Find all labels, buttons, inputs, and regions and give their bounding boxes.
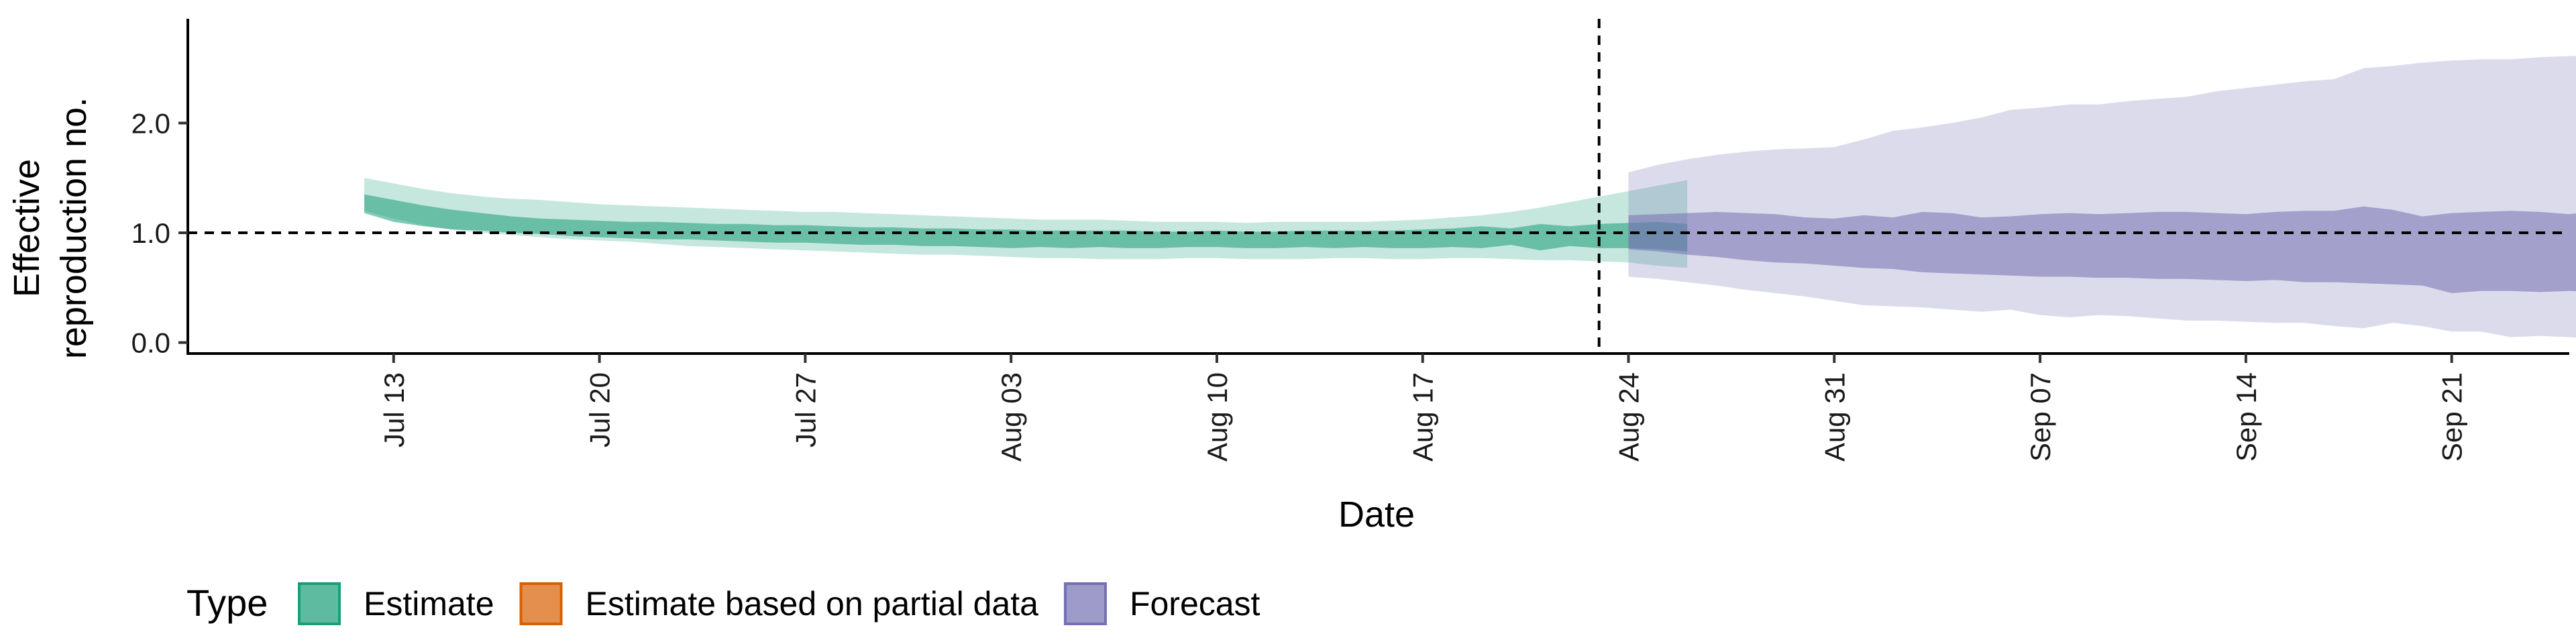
x-tick-label: Sep 21 [2436, 372, 2468, 462]
x-tick-label: Aug 17 [1407, 372, 1439, 462]
y-tick-label: 2.0 [131, 107, 170, 139]
forecast-inner-band [1628, 206, 2576, 293]
y-axis-title-line-1: Effective [7, 159, 47, 297]
legend-label-estimate: Estimate [364, 585, 494, 623]
legend-swatch-estimate [298, 582, 341, 625]
legend-swatch-estimate-based-on-partial-data [519, 582, 563, 625]
estimate-inner-band [364, 194, 1688, 252]
x-tick-label: Aug 03 [996, 372, 1027, 462]
y-axis-title: Effective reproduction no. [7, 97, 94, 359]
legend-swatch-forecast [1063, 582, 1107, 625]
legend-label-estimate-based-on-partial-data: Estimate based on partial data [586, 585, 1039, 623]
axes-layer: 0.0 1.0 2.0 Jul 13 Jul 20 Jul 27 Aug 03 Aug 10 A… [131, 19, 2569, 462]
forecast-outer-band [1628, 56, 2576, 338]
reference-lines [188, 19, 2569, 354]
x-tick-label: Jul 20 [584, 372, 616, 447]
x-axis-title: Date [1338, 494, 1415, 535]
x-tick-label: Sep 07 [2025, 372, 2056, 462]
legend-label-forecast: Forecast [1130, 585, 1260, 623]
x-tick-label: Jul 13 [378, 372, 410, 447]
y-tick-label: 1.0 [131, 217, 170, 249]
x-tick-label: Sep 14 [2231, 372, 2262, 462]
x-tick-label: Aug 24 [1613, 372, 1645, 462]
x-tick-label: Jul 27 [790, 372, 821, 447]
legend-title: Type [186, 582, 268, 624]
x-tick-label: Aug 31 [1819, 372, 1850, 462]
legend: Type Estimate Estimate based on partial da… [186, 582, 1260, 625]
x-tick-label: Aug 10 [1201, 372, 1233, 462]
y-tick-label: 0.0 [131, 327, 170, 359]
bands-layer [364, 56, 2576, 338]
y-axis-title-line-2: reproduction no. [54, 97, 94, 359]
